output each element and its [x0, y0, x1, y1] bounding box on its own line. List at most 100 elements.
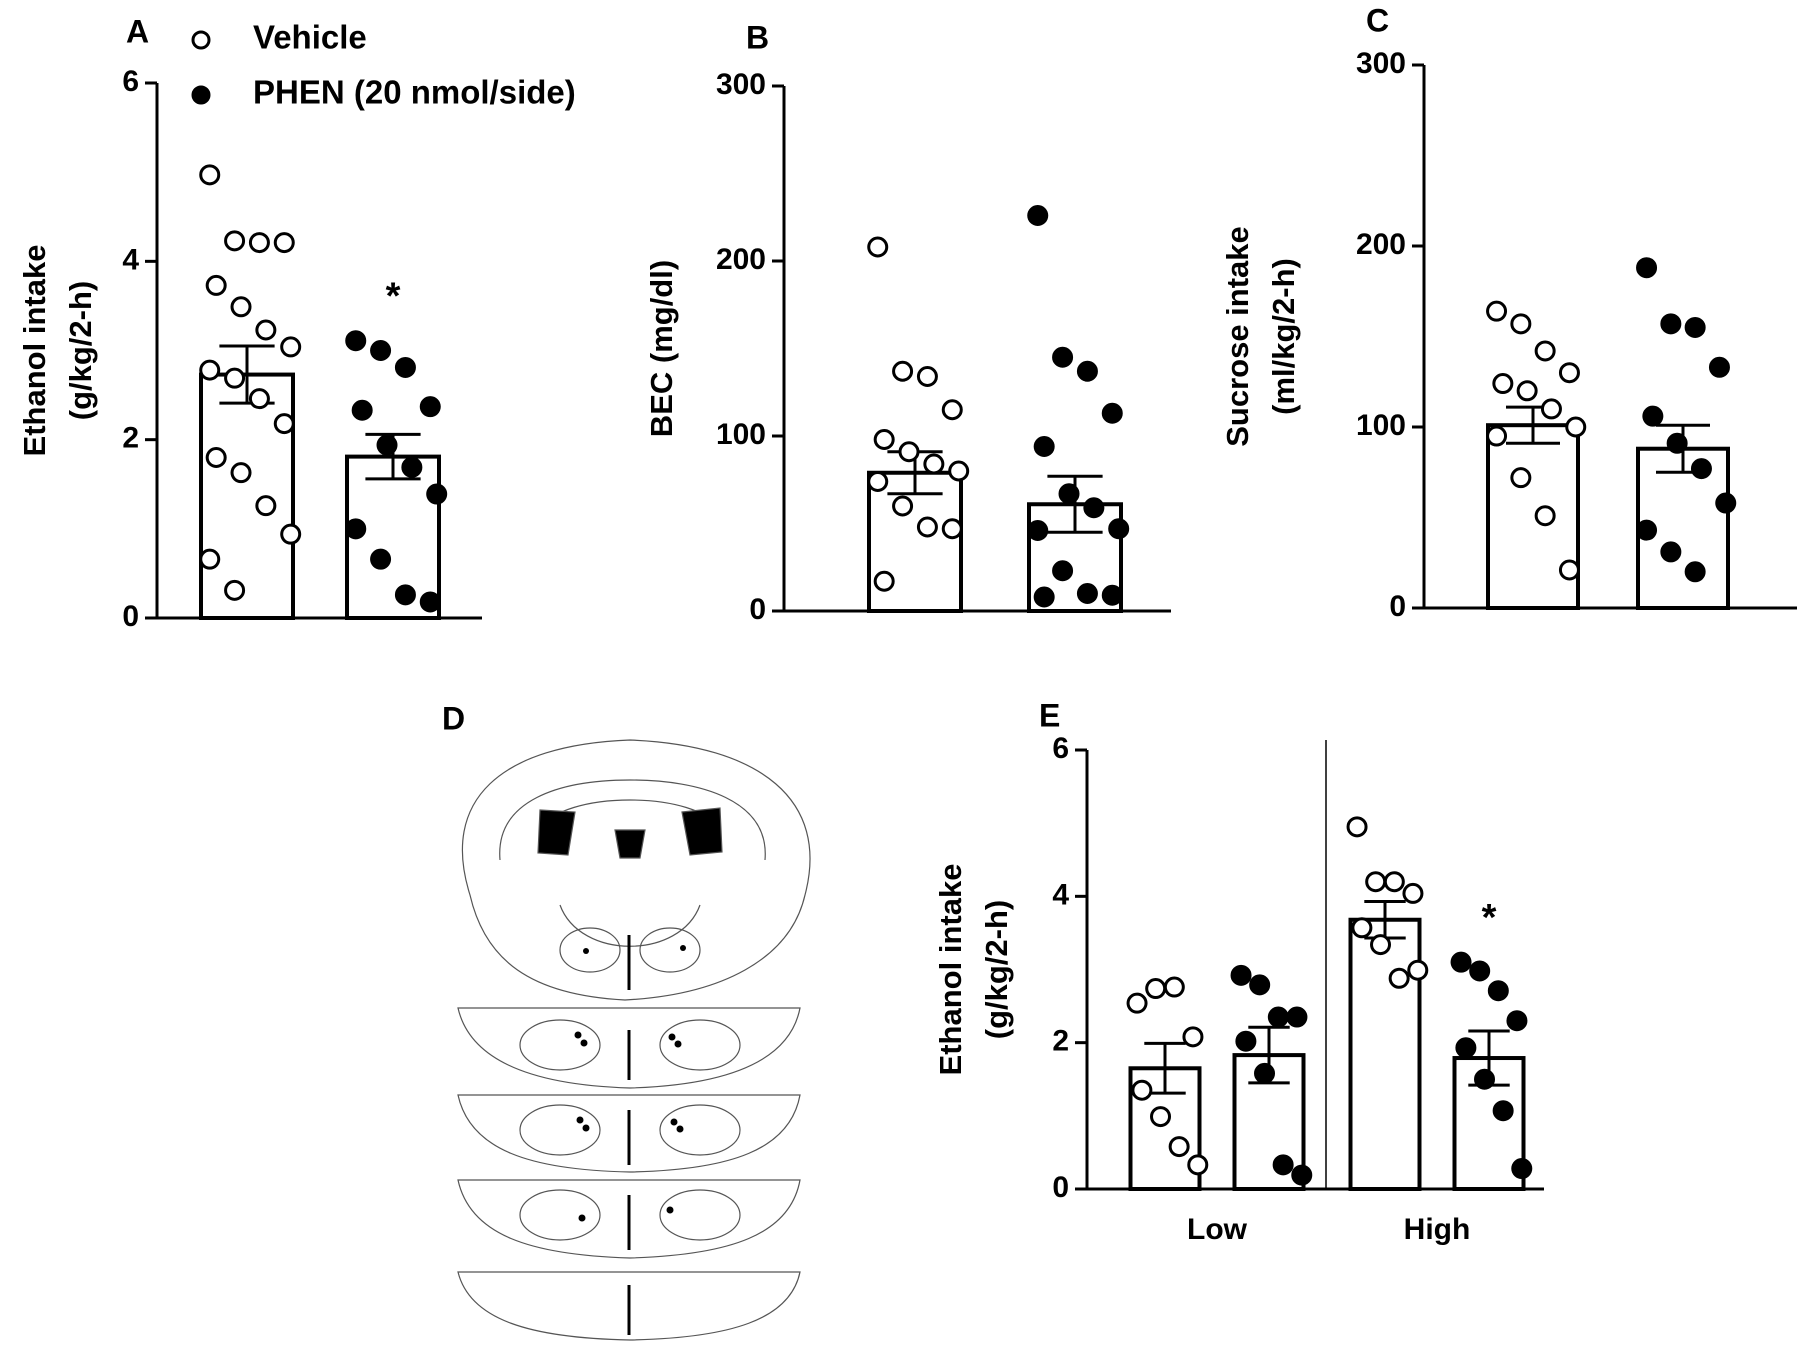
y-tick-label: 4 [122, 243, 139, 276]
bar [345, 454, 441, 620]
y-axis-label: Sucrose intake [1220, 226, 1255, 447]
data-point [1101, 402, 1123, 424]
data-point [1230, 964, 1252, 986]
data-point [224, 367, 246, 389]
data-point [1402, 882, 1424, 904]
data-point [205, 447, 227, 468]
data-point [205, 274, 227, 296]
data-point [394, 356, 416, 378]
data-point [898, 441, 920, 463]
data-point [873, 429, 895, 450]
data-point [1145, 978, 1167, 1000]
data-point [867, 236, 889, 258]
panel-label: C [1366, 2, 1389, 38]
data-point [1131, 1079, 1153, 1101]
data-point [1510, 467, 1532, 489]
data-point [916, 516, 938, 538]
y-tick-label: 2 [122, 422, 139, 455]
data-point [1492, 373, 1514, 395]
data-point [401, 456, 423, 478]
data-point [370, 548, 392, 570]
data-point [1708, 356, 1730, 378]
data-point [199, 548, 221, 570]
data-point [1272, 1154, 1294, 1176]
data-point [426, 483, 448, 505]
data-point [1267, 1006, 1289, 1028]
bar [199, 372, 295, 621]
data-point [1101, 584, 1123, 606]
data-point [255, 495, 277, 517]
data-point [1684, 316, 1706, 338]
data-point [1558, 559, 1580, 581]
panel-label: E [1039, 697, 1060, 733]
data-point [1715, 492, 1737, 514]
data-point [273, 232, 295, 254]
data-point [1469, 960, 1491, 982]
data-point [948, 460, 970, 482]
data-point [1666, 432, 1688, 454]
y-axis-label: (g/kg/2-h) [63, 281, 98, 421]
panel-label: A [126, 13, 149, 49]
y-tick-label: 300 [1356, 47, 1406, 80]
panel-label: D [442, 700, 465, 736]
data-point [248, 232, 270, 254]
data-point [419, 591, 441, 613]
y-tick-label: 0 [1389, 590, 1406, 623]
data-point [1027, 205, 1049, 226]
data-point [1534, 505, 1556, 527]
data-point [1492, 1100, 1514, 1122]
data-point [867, 471, 889, 492]
data-point [351, 399, 373, 421]
data-point [394, 584, 416, 606]
y-tick-label: 200 [716, 243, 766, 276]
data-point [1407, 959, 1429, 981]
data-point [1163, 976, 1185, 998]
legend-marker [191, 85, 211, 105]
data-point [419, 396, 441, 418]
data-point [941, 518, 963, 540]
data-point [280, 336, 302, 358]
data-point [1636, 519, 1658, 541]
data-point [923, 453, 945, 475]
data-point [1383, 871, 1405, 893]
data-point [224, 230, 246, 252]
y-axis-label: (g/kg/2-h) [979, 900, 1014, 1040]
y-tick-label: 4 [1052, 878, 1069, 911]
data-point [1565, 416, 1587, 438]
data-point [1487, 980, 1509, 1002]
x-tick-label: High [1404, 1213, 1471, 1246]
bar [1348, 917, 1422, 1191]
data-point [892, 360, 914, 382]
data-point [1033, 586, 1055, 608]
data-point [1286, 1006, 1308, 1028]
data-point [1291, 1164, 1313, 1186]
y-tick-label: 0 [1052, 1171, 1069, 1204]
data-point [1365, 871, 1387, 893]
data-point [1534, 340, 1556, 362]
significance-marker: * [386, 276, 401, 318]
panel-label: B [746, 19, 769, 55]
x-tick-label: Low [1187, 1213, 1248, 1246]
legend-label: PHEN (20 nmol/side) [253, 74, 576, 111]
data-point [1083, 497, 1105, 519]
data-point [1660, 541, 1682, 563]
data-point [1108, 518, 1130, 540]
y-tick-label: 300 [716, 68, 766, 101]
data-point [273, 413, 295, 435]
data-point [230, 462, 252, 484]
data-point [224, 579, 246, 601]
data-point [1506, 1010, 1528, 1032]
brain-atlas-diagram [457, 739, 811, 1341]
data-point [1150, 1106, 1172, 1128]
data-point [1370, 934, 1392, 956]
y-tick-label: 100 [1356, 409, 1406, 442]
data-point [1450, 951, 1472, 973]
data-point [1474, 1068, 1496, 1090]
data-point [941, 399, 963, 421]
y-tick-label: 100 [716, 418, 766, 451]
data-point [255, 319, 277, 341]
data-point [1076, 360, 1098, 382]
data-point [1642, 405, 1664, 427]
y-tick-label: 6 [122, 65, 139, 98]
data-point [1558, 362, 1580, 384]
